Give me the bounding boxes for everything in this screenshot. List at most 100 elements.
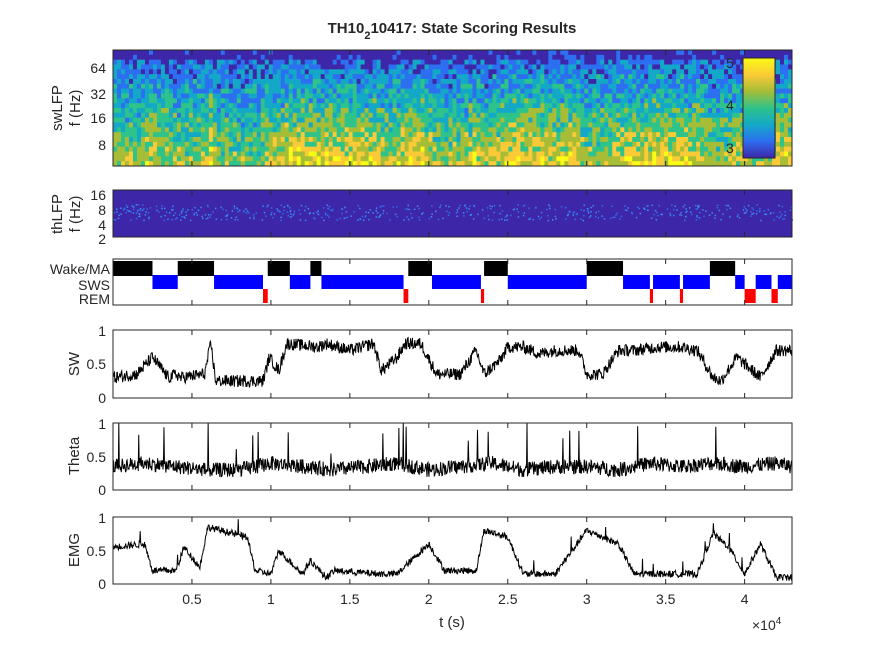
sw-spectrogram-cell bbox=[496, 93, 501, 99]
sw-spectrogram-cell bbox=[308, 103, 314, 109]
sw-spectrogram-cell bbox=[564, 146, 569, 152]
sw-spectrogram-cell bbox=[624, 122, 629, 128]
sw-spectrogram-cell bbox=[360, 98, 366, 104]
th-spectrogram-speckle bbox=[442, 217, 444, 220]
sw-spectrogram-cell bbox=[408, 74, 413, 80]
sw-spectrogram-cell bbox=[212, 79, 218, 85]
sw-spectrogram-cell bbox=[780, 127, 785, 133]
sw-spectrogram-cell bbox=[428, 141, 433, 148]
th-spectrogram-speckle bbox=[287, 215, 289, 217]
sw-spectrogram-cell bbox=[724, 161, 729, 167]
sw-spectrogram-cell bbox=[604, 79, 609, 85]
sw-spectrogram-cell bbox=[244, 83, 250, 90]
sw-spectrogram-cell bbox=[708, 122, 713, 128]
sw-spectrogram-cell bbox=[672, 83, 677, 90]
sw-spectrogram-cell bbox=[496, 122, 501, 128]
sw-spectrogram-cell bbox=[328, 161, 334, 167]
sw-spectrogram-cell bbox=[676, 127, 681, 133]
sw-spectrogram-cell bbox=[588, 69, 593, 75]
sw-spectrogram-cell bbox=[172, 79, 178, 85]
sw-spectrogram-cell bbox=[188, 117, 194, 123]
sw-spectrogram-cell bbox=[548, 93, 553, 99]
sw-spectrogram-cell bbox=[196, 156, 202, 162]
sw-spectrogram-cell bbox=[676, 103, 681, 109]
sw-spectrogram-cell bbox=[184, 122, 190, 128]
sw-spectrogram-cell bbox=[528, 122, 533, 128]
sw-spectrogram-cell bbox=[128, 127, 134, 133]
sw-spectrogram-cell bbox=[732, 88, 737, 94]
sw-spectrogram-cell bbox=[724, 132, 729, 138]
sw-spectrogram-cell bbox=[584, 64, 589, 70]
sw-spectrogram-cell bbox=[344, 83, 350, 90]
th-spectrogram-speckle bbox=[253, 217, 255, 220]
sw-spectrogram-cell bbox=[124, 117, 130, 123]
th-spectrogram-speckle bbox=[137, 209, 139, 211]
th-spectrogram-speckle bbox=[280, 204, 283, 206]
th-spectrogram-speckle bbox=[696, 216, 698, 218]
sw-spectrogram-cell bbox=[688, 108, 693, 114]
sw-spectrogram-cell bbox=[684, 98, 689, 104]
sw-spectrogram-cell bbox=[492, 117, 497, 123]
sw-spectrogram-cell bbox=[124, 103, 130, 109]
sw-spectrogram-cell bbox=[172, 161, 178, 167]
th-spectrogram-speckle bbox=[540, 216, 543, 219]
sw-spectrogram-cell bbox=[484, 141, 489, 148]
sw-spectrogram-cell bbox=[360, 146, 366, 152]
sw-spectrogram-cell bbox=[492, 59, 497, 65]
sw-spectrogram-cell bbox=[616, 83, 621, 90]
sw-spectrogram-cell bbox=[300, 79, 306, 85]
sw-spectrogram-cell bbox=[292, 103, 298, 109]
sw-spectrogram-cell bbox=[680, 54, 685, 61]
sw-spectrogram-cell bbox=[148, 64, 154, 70]
sw-spectrogram-cell bbox=[244, 69, 250, 75]
sw-spectrogram-cell bbox=[452, 74, 457, 80]
sw-spectrogram-cell bbox=[212, 146, 218, 152]
sw-spectrogram-cell bbox=[300, 50, 306, 56]
sw-spectrogram-cell bbox=[288, 103, 294, 109]
sw-spectrogram-cell bbox=[536, 108, 541, 114]
sw-spectrogram-cell bbox=[536, 141, 541, 148]
sw-spectrogram-cell bbox=[532, 103, 537, 109]
sw-spectrogram-cell bbox=[556, 117, 561, 123]
sw-spectrogram-cell bbox=[320, 74, 326, 80]
hypnogram-bout bbox=[709, 261, 736, 276]
sw-spectrogram-cell bbox=[716, 117, 721, 123]
sw-spectrogram-cell bbox=[312, 88, 318, 94]
sw-spectrogram-cell bbox=[160, 137, 166, 143]
sw-spectrogram-cell bbox=[576, 59, 581, 65]
sw-spectrogram-cell bbox=[124, 112, 130, 119]
th-spectrogram-speckle bbox=[672, 214, 675, 217]
sw-spectrogram-cell bbox=[220, 132, 226, 138]
sw-spectrogram-cell bbox=[468, 69, 473, 75]
sw-spectrogram-cell bbox=[788, 137, 793, 143]
sw-spectrogram-cell bbox=[664, 103, 669, 109]
sw-spectrogram-cell bbox=[388, 132, 393, 138]
th-spectrogram-speckle bbox=[504, 216, 507, 218]
th-spectrogram-speckle bbox=[789, 209, 792, 211]
sw-spectrogram-cell bbox=[248, 64, 254, 70]
th-spectrogram-speckle bbox=[590, 215, 592, 217]
sw-spectrogram-cell bbox=[656, 79, 661, 85]
sw-spectrogram-cell bbox=[620, 127, 625, 133]
sw-spectrogram-cell bbox=[300, 83, 306, 90]
sw-spectrogram-cell bbox=[196, 108, 202, 114]
th-spectrogram-speckle bbox=[343, 217, 345, 220]
sw-spectrogram-cell bbox=[612, 137, 617, 143]
sw-spectrogram-cell bbox=[440, 79, 445, 85]
sw-spectrogram-cell bbox=[420, 127, 425, 133]
sw-spectrogram-cell bbox=[504, 79, 509, 85]
sw-spectrogram-cell bbox=[588, 141, 593, 148]
sw-spectrogram-cell bbox=[184, 88, 190, 94]
th-spectrogram-speckle bbox=[565, 218, 567, 220]
sw-spectrogram-cell bbox=[392, 127, 397, 133]
sw-spectrogram-cell bbox=[404, 151, 409, 157]
sw-spectrogram-cell bbox=[232, 79, 238, 85]
sw-spectrogram-cell bbox=[728, 151, 733, 157]
sw-spectrogram-cell bbox=[348, 112, 354, 119]
sw-spectrogram-cell bbox=[508, 83, 513, 90]
sw-spectrogram-cell bbox=[220, 93, 226, 99]
sw-spectrogram-cell bbox=[160, 141, 166, 148]
sw-spectrogram-cell bbox=[448, 74, 453, 80]
sw-spectrogram-cell bbox=[212, 161, 218, 167]
th-spectrogram-speckle bbox=[139, 208, 142, 210]
